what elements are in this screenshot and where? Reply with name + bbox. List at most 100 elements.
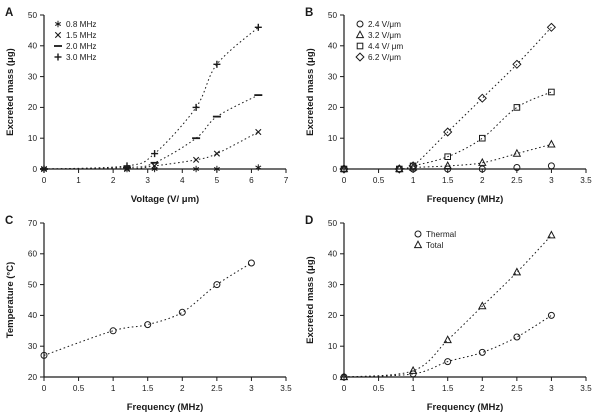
svg-text:10: 10 — [28, 134, 38, 143]
trend-curve — [344, 234, 552, 377]
chart-panel-B: 0 0.5 1 1.5 2 2.5 3 3.5 0 10 20 30 40 50 Frequency (MH… — [305, 7, 592, 205]
trend-curve — [44, 262, 252, 356]
legend-label: 6.2 V/μm — [368, 53, 401, 62]
legend-label: 1.5 MHz — [66, 31, 96, 40]
svg-text:2.5: 2.5 — [511, 384, 523, 393]
legend-label: Thermal — [426, 230, 456, 239]
legend-label: 0.8 MHz — [66, 20, 96, 29]
svg-text:6: 6 — [249, 176, 254, 185]
svg-text:0: 0 — [332, 373, 337, 382]
svg-text:20: 20 — [28, 373, 38, 382]
panel-d-thermal-total-mass: 0 0.5 1 1.5 2 2.5 3 3.5 0 10 20 30 40 50 Frequency (MH… — [302, 210, 598, 414]
legend-label: 2.4 V/μm — [368, 20, 401, 29]
svg-text:0: 0 — [42, 176, 47, 185]
legend-label: 4.4 V/ μm — [368, 42, 403, 51]
svg-text:20: 20 — [328, 103, 338, 112]
svg-text:3.5: 3.5 — [280, 384, 292, 393]
legend-label: 3.2 V/μm — [368, 31, 401, 40]
svg-text:0: 0 — [342, 384, 347, 393]
panel-b-excreted-mass-vs-frequency: 0 0.5 1 1.5 2 2.5 3 3.5 0 10 20 30 40 50 Frequency (MH… — [302, 2, 598, 206]
trend-curve — [44, 131, 259, 169]
legend-label: 2.0 MHz — [66, 42, 96, 51]
chart-panel-D: 0 0.5 1 1.5 2 2.5 3 3.5 0 10 20 30 40 50 Frequency (MH… — [305, 215, 592, 413]
svg-text:0.5: 0.5 — [373, 176, 385, 185]
y-axis-label: Temperature (°C) — [5, 262, 16, 338]
svg-text:50: 50 — [328, 11, 338, 20]
svg-text:3.5: 3.5 — [580, 176, 592, 185]
panel-letter: A — [5, 7, 13, 19]
svg-text:0.5: 0.5 — [373, 384, 385, 393]
svg-text:2.5: 2.5 — [511, 176, 523, 185]
svg-text:50: 50 — [328, 219, 338, 228]
svg-text:20: 20 — [328, 311, 338, 320]
svg-text:2.5: 2.5 — [211, 384, 223, 393]
y-axis-label: Excreted mass (μg) — [305, 256, 316, 344]
svg-text:1: 1 — [111, 384, 116, 393]
series-3.0-mhz — [40, 23, 262, 173]
svg-text:2: 2 — [111, 176, 116, 185]
svg-text:1.5: 1.5 — [442, 384, 454, 393]
svg-text:3: 3 — [249, 384, 254, 393]
panel-a-excreted-mass-vs-voltage: 0 1 2 3 4 5 6 7 0 10 20 30 40 50 Voltage (V/ μm) Excret… — [2, 2, 298, 206]
legend: 0.8 MHz 1.5 MHz 2.0 MHz 3.0 MHz — [54, 20, 96, 62]
series-2.0-mhz — [40, 94, 263, 170]
panel-letter: D — [305, 215, 313, 227]
svg-text:40: 40 — [28, 311, 38, 320]
x-axis-label: Frequency (MHz) — [427, 194, 504, 205]
panel-letter: C — [5, 215, 13, 227]
svg-text:1.5: 1.5 — [142, 384, 154, 393]
trend-curve — [344, 91, 552, 169]
y-axis-label: Excreted mass (μg) — [5, 48, 16, 136]
series-total — [339, 230, 556, 381]
svg-text:3: 3 — [145, 176, 150, 185]
series-3.2-v-m — [339, 139, 556, 173]
svg-text:3: 3 — [549, 384, 554, 393]
panel-c-temperature-vs-frequency: 0 0.5 1 1.5 2 2.5 3 3.5 20 30 40 50 60 70 Frequency (M… — [2, 210, 298, 414]
svg-text:40: 40 — [328, 250, 338, 259]
svg-text:40: 40 — [328, 42, 338, 51]
chart-panel-A: 0 1 2 3 4 5 6 7 0 10 20 30 40 50 Voltage (V/ μm) Excret… — [5, 7, 289, 205]
svg-text:0: 0 — [332, 165, 337, 174]
svg-text:10: 10 — [328, 134, 338, 143]
svg-text:40: 40 — [28, 42, 38, 51]
svg-text:10: 10 — [328, 342, 338, 351]
svg-text:0: 0 — [342, 176, 347, 185]
svg-text:5: 5 — [215, 176, 220, 185]
svg-text:3: 3 — [549, 176, 554, 185]
svg-text:1: 1 — [411, 384, 416, 393]
svg-text:3.5: 3.5 — [580, 384, 592, 393]
svg-text:2: 2 — [180, 384, 185, 393]
svg-text:30: 30 — [28, 342, 38, 351]
x-axis-label: Frequency (MHz) — [127, 402, 204, 413]
svg-text:0: 0 — [42, 384, 47, 393]
series-1.5-mhz — [40, 128, 262, 173]
svg-text:0.5: 0.5 — [73, 384, 85, 393]
legend: 2.4 V/μm 3.2 V/μm 4.4 V/ μm 6.2 V/μm — [355, 20, 403, 62]
svg-text:20: 20 — [28, 103, 38, 112]
svg-text:0: 0 — [32, 165, 37, 174]
trend-curve — [44, 26, 259, 169]
svg-text:1.5: 1.5 — [442, 176, 454, 185]
svg-text:2: 2 — [480, 384, 485, 393]
svg-text:70: 70 — [28, 219, 38, 228]
svg-text:2: 2 — [480, 176, 485, 185]
x-axis-label: Voltage (V/ μm) — [131, 194, 199, 205]
y-axis-label: Excreted mass (μg) — [305, 48, 316, 136]
svg-text:30: 30 — [328, 72, 338, 81]
svg-text:1: 1 — [411, 176, 416, 185]
axes — [43, 223, 286, 378]
svg-text:30: 30 — [28, 72, 38, 81]
svg-text:7: 7 — [284, 176, 289, 185]
svg-text:50: 50 — [28, 11, 38, 20]
chart-panel-C: 0 0.5 1 1.5 2 2.5 3 3.5 20 30 40 50 60 70 Frequency (M… — [5, 215, 292, 413]
svg-text:1: 1 — [76, 176, 81, 185]
series-6.2-v-m — [339, 22, 557, 174]
svg-text:60: 60 — [28, 250, 38, 259]
svg-text:50: 50 — [28, 280, 38, 289]
trend-curve — [344, 26, 552, 169]
series-4.4-v-m — [340, 88, 555, 173]
legend-label: 3.0 MHz — [66, 53, 96, 62]
legend-label: Total — [426, 241, 443, 250]
svg-text:4: 4 — [180, 176, 185, 185]
